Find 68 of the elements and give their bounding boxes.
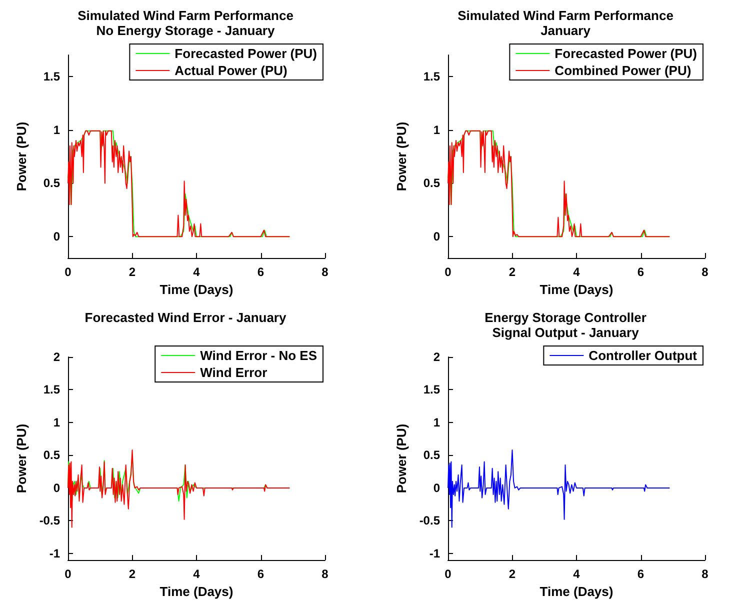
- x-tick-label: 4: [193, 265, 200, 279]
- y-tick-label: 1: [433, 122, 440, 137]
- y-tick-label: 2: [53, 350, 60, 364]
- y-tick-label: 2: [433, 350, 440, 364]
- y-tick-label: 1.5: [43, 69, 60, 84]
- x-axis-title: Time (Days): [160, 584, 234, 599]
- y-tick-label: 0.5: [423, 176, 440, 190]
- x-tick-label: 6: [257, 567, 264, 581]
- x-tick-label: 6: [637, 265, 644, 279]
- chart-title: Simulated Wind Farm Performance: [78, 8, 294, 23]
- y-tick-label: 0: [433, 480, 440, 495]
- chart-title: Simulated Wind Farm Performance: [458, 8, 674, 23]
- chart-subtitle: Signal Output - January: [492, 325, 640, 340]
- x-tick-label: 2: [508, 567, 516, 581]
- y-tick-label: -1: [429, 546, 440, 560]
- line-series: [68, 130, 290, 238]
- legend-label: Forecasted Power (PU): [174, 46, 318, 61]
- y-tick-label: -0.5: [419, 514, 440, 528]
- legend-label: Combined Power (PU): [554, 63, 692, 78]
- x-axis-title: Time (Days): [540, 282, 614, 297]
- x-tick-label: 8: [702, 567, 709, 581]
- line-series: [448, 449, 670, 528]
- y-tick-label: 0: [433, 230, 440, 244]
- x-tick-label: 0: [64, 265, 72, 279]
- y-axis-title: Power (PU): [14, 424, 29, 494]
- x-tick-label: 6: [637, 567, 644, 581]
- x-tick-label: 2: [128, 567, 136, 581]
- y-axis-title: Power (PU): [394, 424, 409, 494]
- x-tick-label: 0: [64, 567, 72, 581]
- x-tick-label: 4: [573, 265, 580, 279]
- chart-title: Energy Storage Controller: [484, 310, 646, 325]
- chart-title: Forecasted Wind Error - January: [84, 310, 287, 325]
- legend-label: Actual Power (PU): [174, 63, 288, 78]
- y-tick-label: 0.5: [423, 448, 440, 462]
- x-tick-label: 0: [444, 265, 452, 279]
- x-tick-label: 4: [193, 567, 200, 581]
- y-tick-label: 0.5: [43, 448, 60, 462]
- x-axis-title: Time (Days): [540, 584, 614, 599]
- x-axis-title: Time (Days): [160, 282, 234, 297]
- y-tick-label: -1: [49, 546, 60, 560]
- x-tick-label: 8: [322, 265, 329, 279]
- y-tick-label: 1.5: [423, 69, 440, 84]
- x-tick-label: 2: [128, 265, 136, 279]
- x-tick-label: 6: [257, 265, 264, 279]
- y-tick-label: 0.5: [43, 176, 60, 190]
- chart-subtitle: No Energy Storage - January: [96, 23, 276, 38]
- legend-label: Wind Error: [200, 365, 268, 380]
- y-axis-title: Power (PU): [394, 122, 409, 192]
- x-tick-label: 4: [573, 567, 580, 581]
- y-axis-title: Power (PU): [14, 122, 29, 192]
- x-tick-label: 2: [508, 265, 516, 279]
- y-tick-label: 1: [53, 415, 60, 430]
- line-series: [448, 130, 670, 238]
- y-tick-label: 1.5: [43, 382, 60, 397]
- chart-subtitle: January: [540, 23, 592, 38]
- y-tick-label: 1: [53, 122, 60, 137]
- x-tick-label: 0: [444, 567, 452, 581]
- legend-label: Controller Output: [588, 348, 698, 363]
- legend-label: Forecasted Power (PU): [554, 46, 698, 61]
- x-tick-label: 8: [702, 265, 709, 279]
- y-tick-label: 1.5: [423, 382, 440, 397]
- x-tick-label: 8: [322, 567, 329, 581]
- line-series: [68, 449, 290, 528]
- y-tick-label: 1: [433, 415, 440, 430]
- legend-label: Wind Error - No ES: [200, 348, 318, 363]
- y-tick-label: 0: [53, 480, 60, 495]
- y-tick-label: 0: [53, 230, 60, 244]
- y-tick-label: -0.5: [39, 514, 60, 528]
